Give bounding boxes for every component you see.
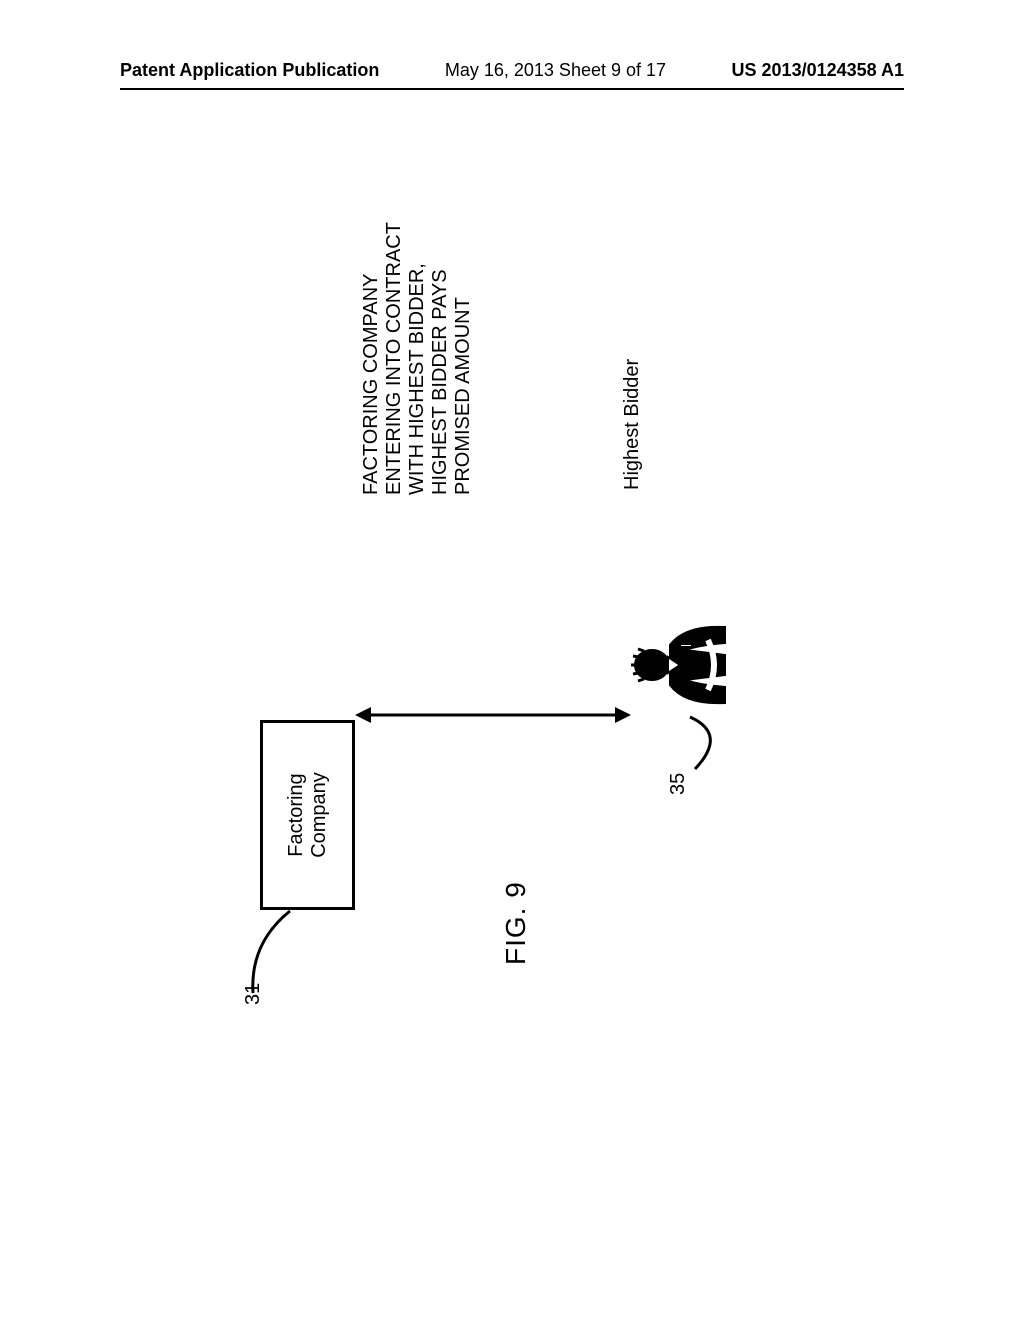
ref-number-35: 35 (667, 773, 690, 795)
caption-line-5: PROMISED AMOUNT (452, 222, 475, 495)
caption-line-4: HIGHEST BIDDER PAYS (429, 222, 452, 495)
page: Patent Application Publication May 16, 2… (0, 0, 1024, 1320)
contract-caption: FACTORING COMPANY ENTERING INTO CONTRACT… (360, 222, 475, 495)
caption-line-2: ENTERING INTO CONTRACT (383, 222, 406, 495)
caption-line-3: WITH HIGHEST BIDDER, (406, 222, 429, 495)
figure-9: Factoring Company 31 FACTORING COMPANY E… (0, 0, 1024, 1320)
person-icon (630, 535, 750, 725)
ref-number-31: 31 (242, 983, 265, 1005)
factoring-company-box: Factoring Company (260, 720, 355, 910)
highest-bidder-label: Highest Bidder (621, 359, 644, 490)
factoring-company-line2: Company (307, 772, 329, 858)
factoring-company-line1: Factoring (284, 773, 306, 856)
figure-label: FIG. 9 (500, 881, 532, 965)
factoring-company-label: Factoring Company (284, 772, 330, 858)
caption-line-1: FACTORING COMPANY (360, 222, 383, 495)
contract-arrow (355, 695, 631, 735)
